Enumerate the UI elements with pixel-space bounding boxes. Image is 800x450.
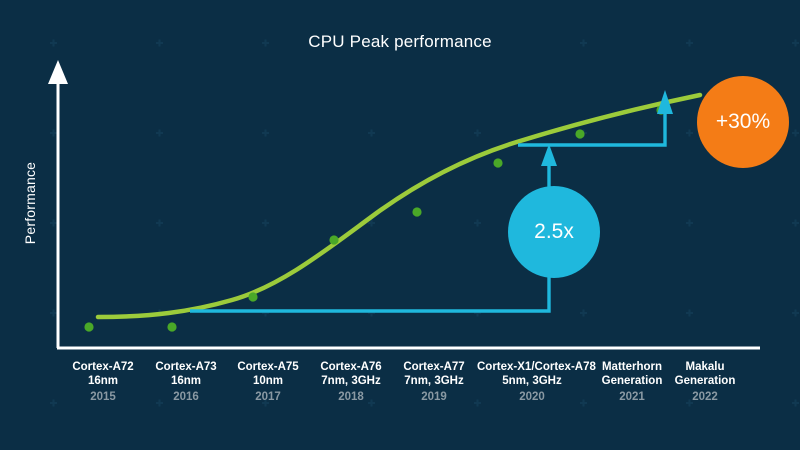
x-axis-tick-year: 2019 (421, 390, 447, 403)
badge-gain: +30% (697, 76, 789, 168)
annotation-arrowhead-gain (657, 90, 673, 114)
x-axis-tick-name: Cortex-A77 (403, 361, 465, 373)
x-axis-tick-node: 10nm (252, 375, 284, 388)
x-axis-tick-year: 2016 (173, 390, 199, 403)
data-point (248, 292, 258, 302)
x-axis-tick: Cortex-A76 7nm, 3GHz 2018 (296, 360, 406, 404)
x-axis-tick: Cortex-A73 16nm 2016 (131, 360, 241, 404)
annotation-arrowhead-ratio (541, 144, 557, 166)
x-axis-tick-year: 2018 (338, 390, 364, 403)
annotation-bracket-ratio (190, 163, 551, 313)
x-axis-tick-name: Cortex-A73 (155, 361, 217, 373)
y-axis (48, 60, 68, 348)
x-axis-tick-name: Cortex-A75 (237, 361, 299, 373)
x-axis-tick-labels: Cortex-A72 16nm 2015 Cortex-A73 16nm 2016 Cort… (0, 360, 800, 420)
x-axis-tick: Makalu Generation 2022 (650, 360, 760, 404)
data-point (329, 235, 339, 245)
x-axis-tick: Cortex-A77 7nm, 3GHz 2019 (379, 360, 489, 404)
x-axis-tick-node: Generation (674, 375, 736, 388)
x-axis-tick-node: 7nm, 3GHz (404, 375, 464, 388)
x-axis-tick-name: Matterhorn (601, 361, 663, 373)
annotation-bracket-gain (518, 112, 667, 147)
x-axis-tick: Cortex-A75 10nm 2017 (213, 360, 323, 404)
x-axis-tick-node: 7nm, 3GHz (321, 375, 381, 388)
x-axis-tick-year: 2021 (619, 390, 645, 403)
performance-curve (95, 92, 703, 320)
badge-speedup-label: 2.5x (534, 220, 574, 243)
x-axis-tick-node: 16nm (87, 375, 119, 388)
badge-gain-label: +30% (715, 110, 771, 133)
x-axis-tick-year: 2017 (255, 390, 281, 403)
x-axis-tick: Cortex-X1/Cortex-A78 5nm, 3GHz 2020 (477, 360, 596, 404)
x-axis-tick-year: 2022 (692, 390, 718, 403)
data-point (412, 207, 422, 217)
page-title: CPU Peak performance (308, 32, 492, 51)
x-axis-tick-year: 2015 (90, 390, 116, 403)
x-axis-tick-node: Generation (601, 375, 663, 388)
data-point (575, 129, 585, 139)
x-axis-tick-year: 2020 (519, 390, 545, 403)
data-point (84, 322, 94, 332)
x-axis-tick: Cortex-A72 16nm 2015 (48, 360, 158, 404)
x-axis-tick-node: 16nm (170, 375, 202, 388)
x-axis-tick-name: Cortex-X1/Cortex-A78 (477, 361, 596, 373)
x-axis-tick-name: Makalu (685, 361, 725, 373)
x-axis-tick-node: 5nm, 3GHz (502, 375, 562, 388)
x-axis-tick: Matterhorn Generation 2021 (577, 360, 687, 404)
x-axis-tick-name: Cortex-A76 (320, 361, 382, 373)
x-axis-tick-name: Cortex-A72 (72, 361, 134, 373)
data-point (167, 322, 177, 332)
badge-speedup: 2.5x (508, 186, 600, 278)
data-point (493, 158, 503, 168)
